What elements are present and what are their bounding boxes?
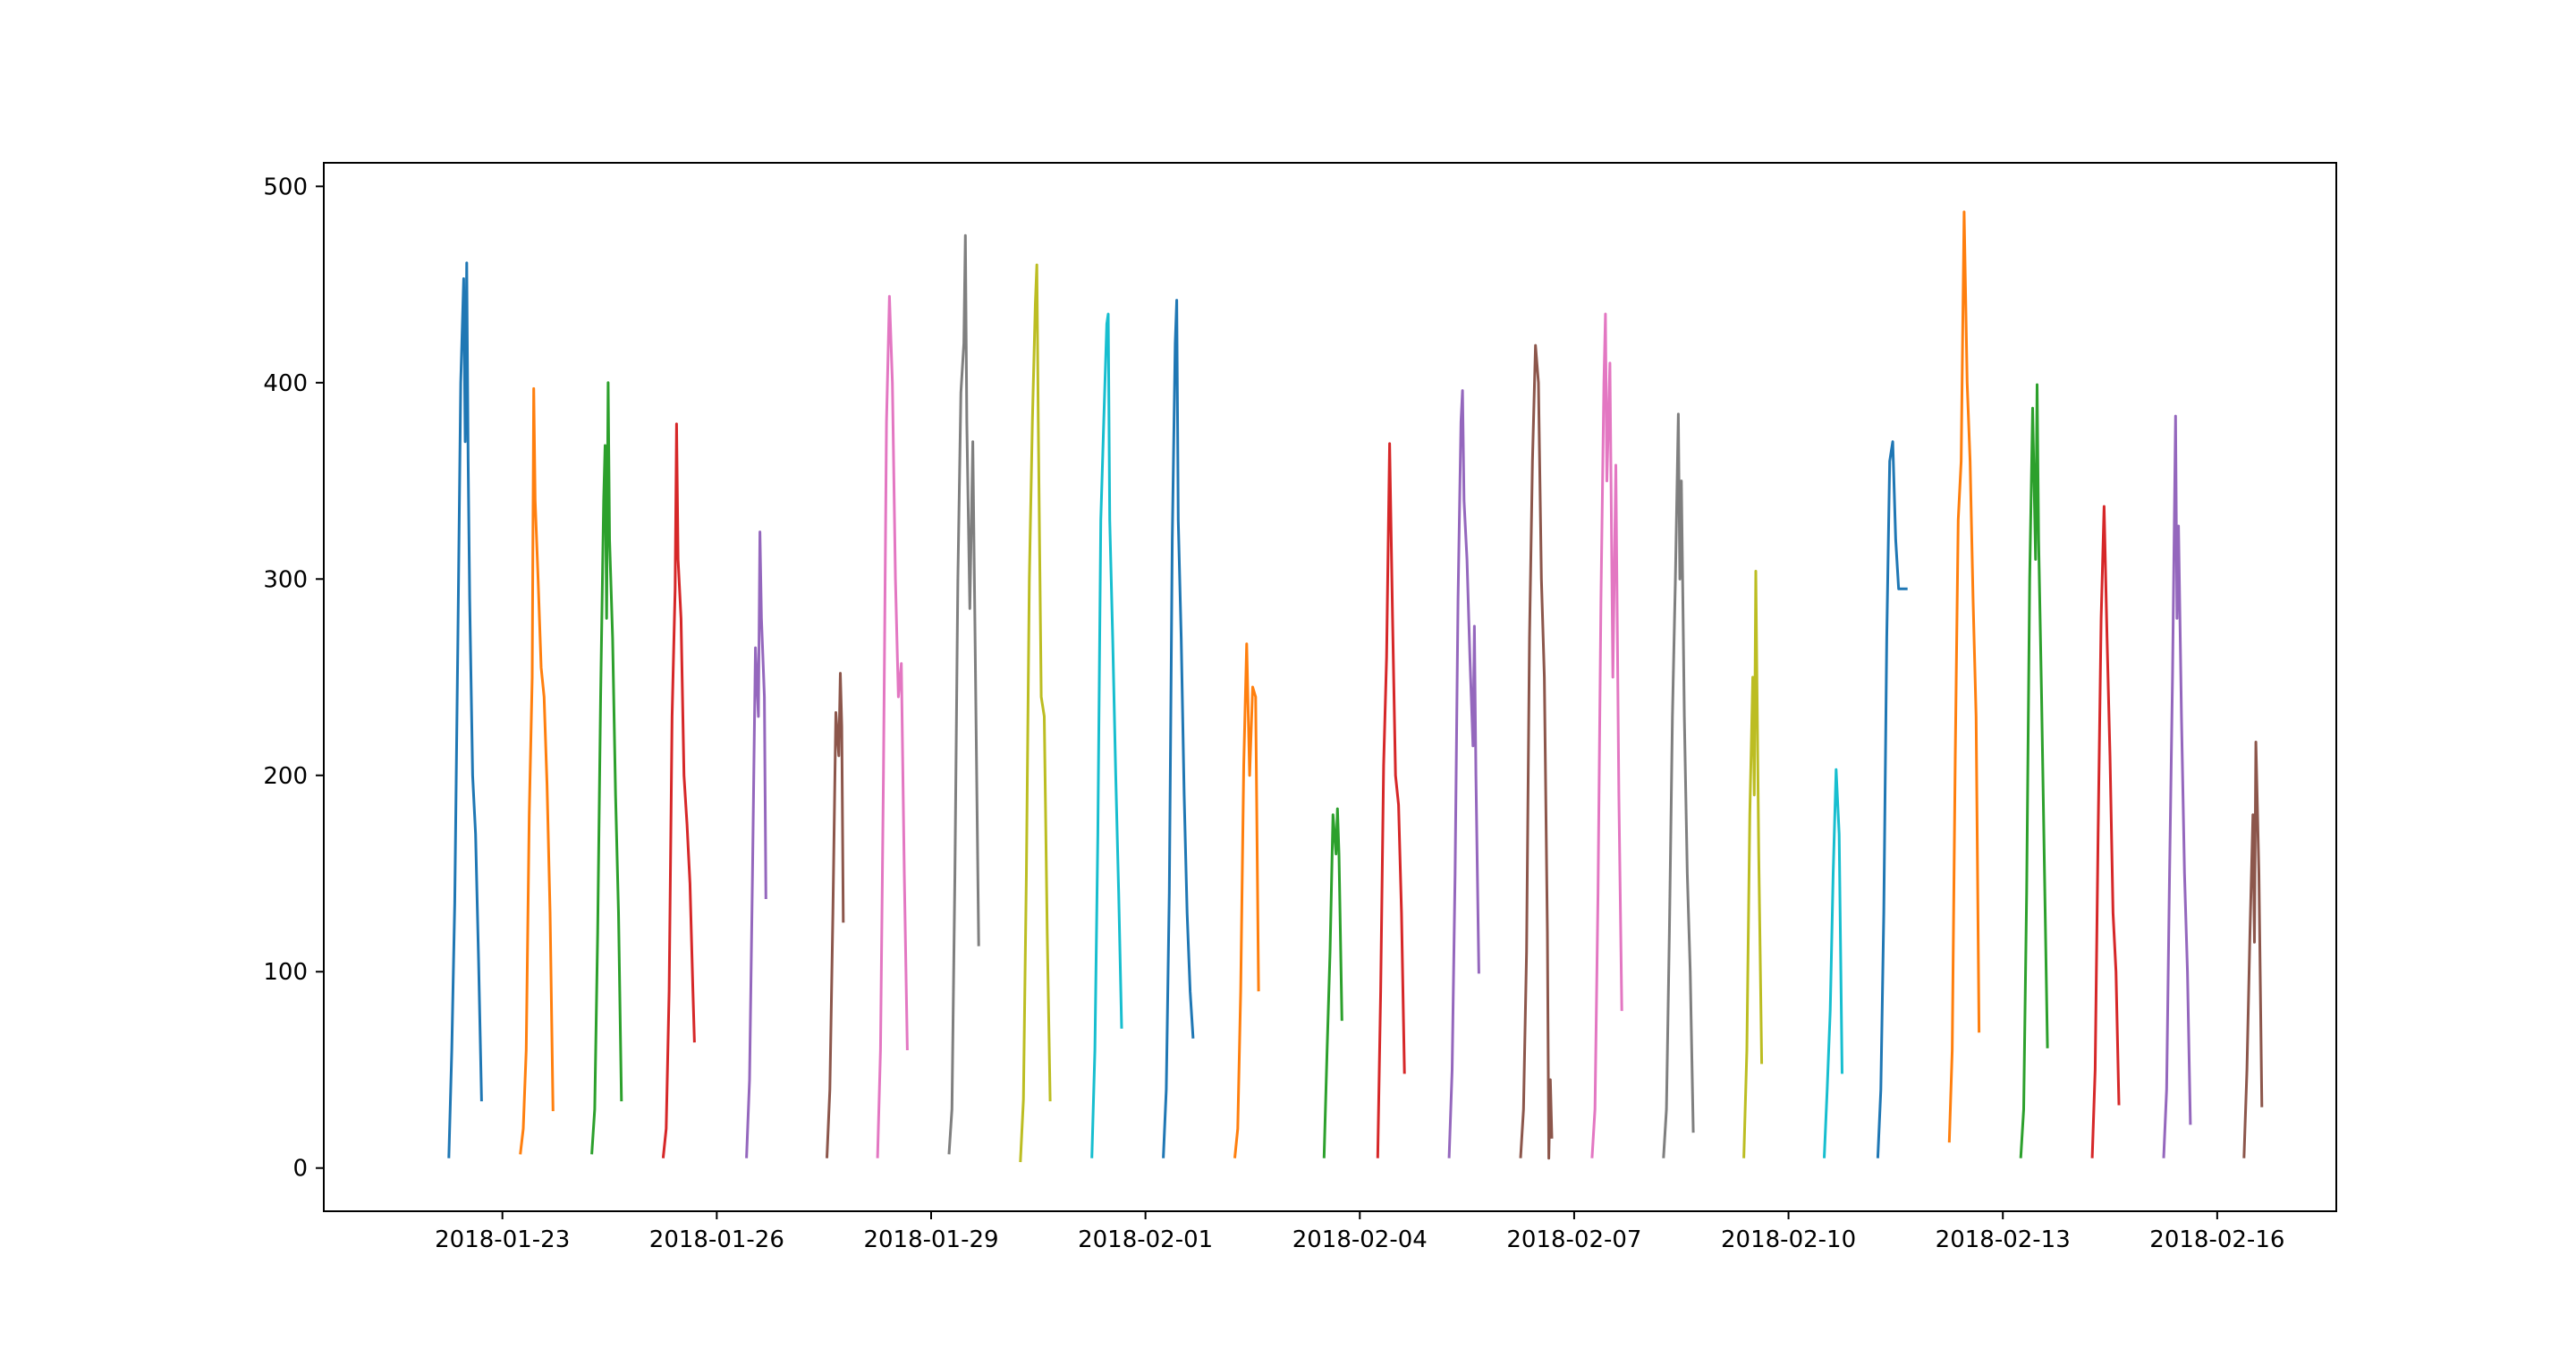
series-layer xyxy=(447,210,2264,1163)
series-line-2018-02-06 xyxy=(1519,344,1554,1160)
series-line-2018-02-04 xyxy=(1376,442,1406,1158)
x-tick-label: 2018-02-07 xyxy=(1506,1226,1641,1253)
x-tick-label: 2018-02-16 xyxy=(2149,1226,2284,1253)
series-line-2018-01-31 xyxy=(1090,312,1123,1158)
x-tick-label: 2018-02-01 xyxy=(1078,1226,1213,1253)
series-line-2018-01-26 xyxy=(745,530,767,1158)
series-line-2018-01-28 xyxy=(876,294,909,1158)
series-line-2018-02-05 xyxy=(1447,389,1480,1158)
series-line-2018-01-29 xyxy=(947,233,980,1155)
series-line-2018-02-11 xyxy=(1876,440,1908,1158)
series-line-2018-01-22 xyxy=(447,261,483,1158)
series-line-2018-02-16 xyxy=(2242,741,2264,1158)
series-line-2018-02-08 xyxy=(1662,412,1695,1158)
y-axis: 0 100 200 300 400 500 xyxy=(263,174,324,1183)
y-tick-label: 300 xyxy=(263,566,308,593)
series-line-2018-02-03 xyxy=(1322,807,1343,1158)
series-line-2018-02-02 xyxy=(1233,642,1260,1158)
series-line-2018-02-14 xyxy=(2090,505,2121,1158)
x-tick-label: 2018-02-13 xyxy=(1936,1226,2071,1253)
series-line-2018-02-07 xyxy=(1590,312,1623,1158)
series-line-2018-01-24 xyxy=(590,381,623,1155)
x-axis: 2018-01-23 2018-01-26 2018-01-29 2018-02-01… xyxy=(435,1211,2284,1253)
x-tick-label: 2018-02-10 xyxy=(1721,1226,1856,1253)
series-line-2018-02-01 xyxy=(1162,299,1195,1158)
y-tick-label: 0 xyxy=(292,1156,308,1183)
series-line-2018-02-10 xyxy=(1823,768,1843,1158)
y-tick-label: 200 xyxy=(263,763,308,790)
series-line-2018-01-27 xyxy=(826,672,845,1158)
series-line-2018-01-23 xyxy=(519,386,555,1155)
series-line-2018-01-30 xyxy=(1019,263,1052,1163)
series-line-2018-01-25 xyxy=(661,422,696,1158)
x-tick-label: 2018-01-26 xyxy=(649,1226,784,1253)
series-line-2018-02-13 xyxy=(2019,383,2049,1158)
x-tick-label: 2018-02-04 xyxy=(1292,1226,1428,1253)
y-tick-label: 500 xyxy=(263,174,308,200)
x-tick-label: 2018-01-29 xyxy=(863,1226,998,1253)
plot-area-frame xyxy=(323,162,2337,1212)
y-tick-label: 400 xyxy=(263,370,308,397)
series-line-2018-02-15 xyxy=(2162,414,2192,1158)
series-line-2018-02-12 xyxy=(1947,210,1981,1143)
series-line-2018-02-09 xyxy=(1742,570,1764,1158)
y-tick-label: 100 xyxy=(263,959,308,986)
x-tick-label: 2018-01-23 xyxy=(435,1226,570,1253)
